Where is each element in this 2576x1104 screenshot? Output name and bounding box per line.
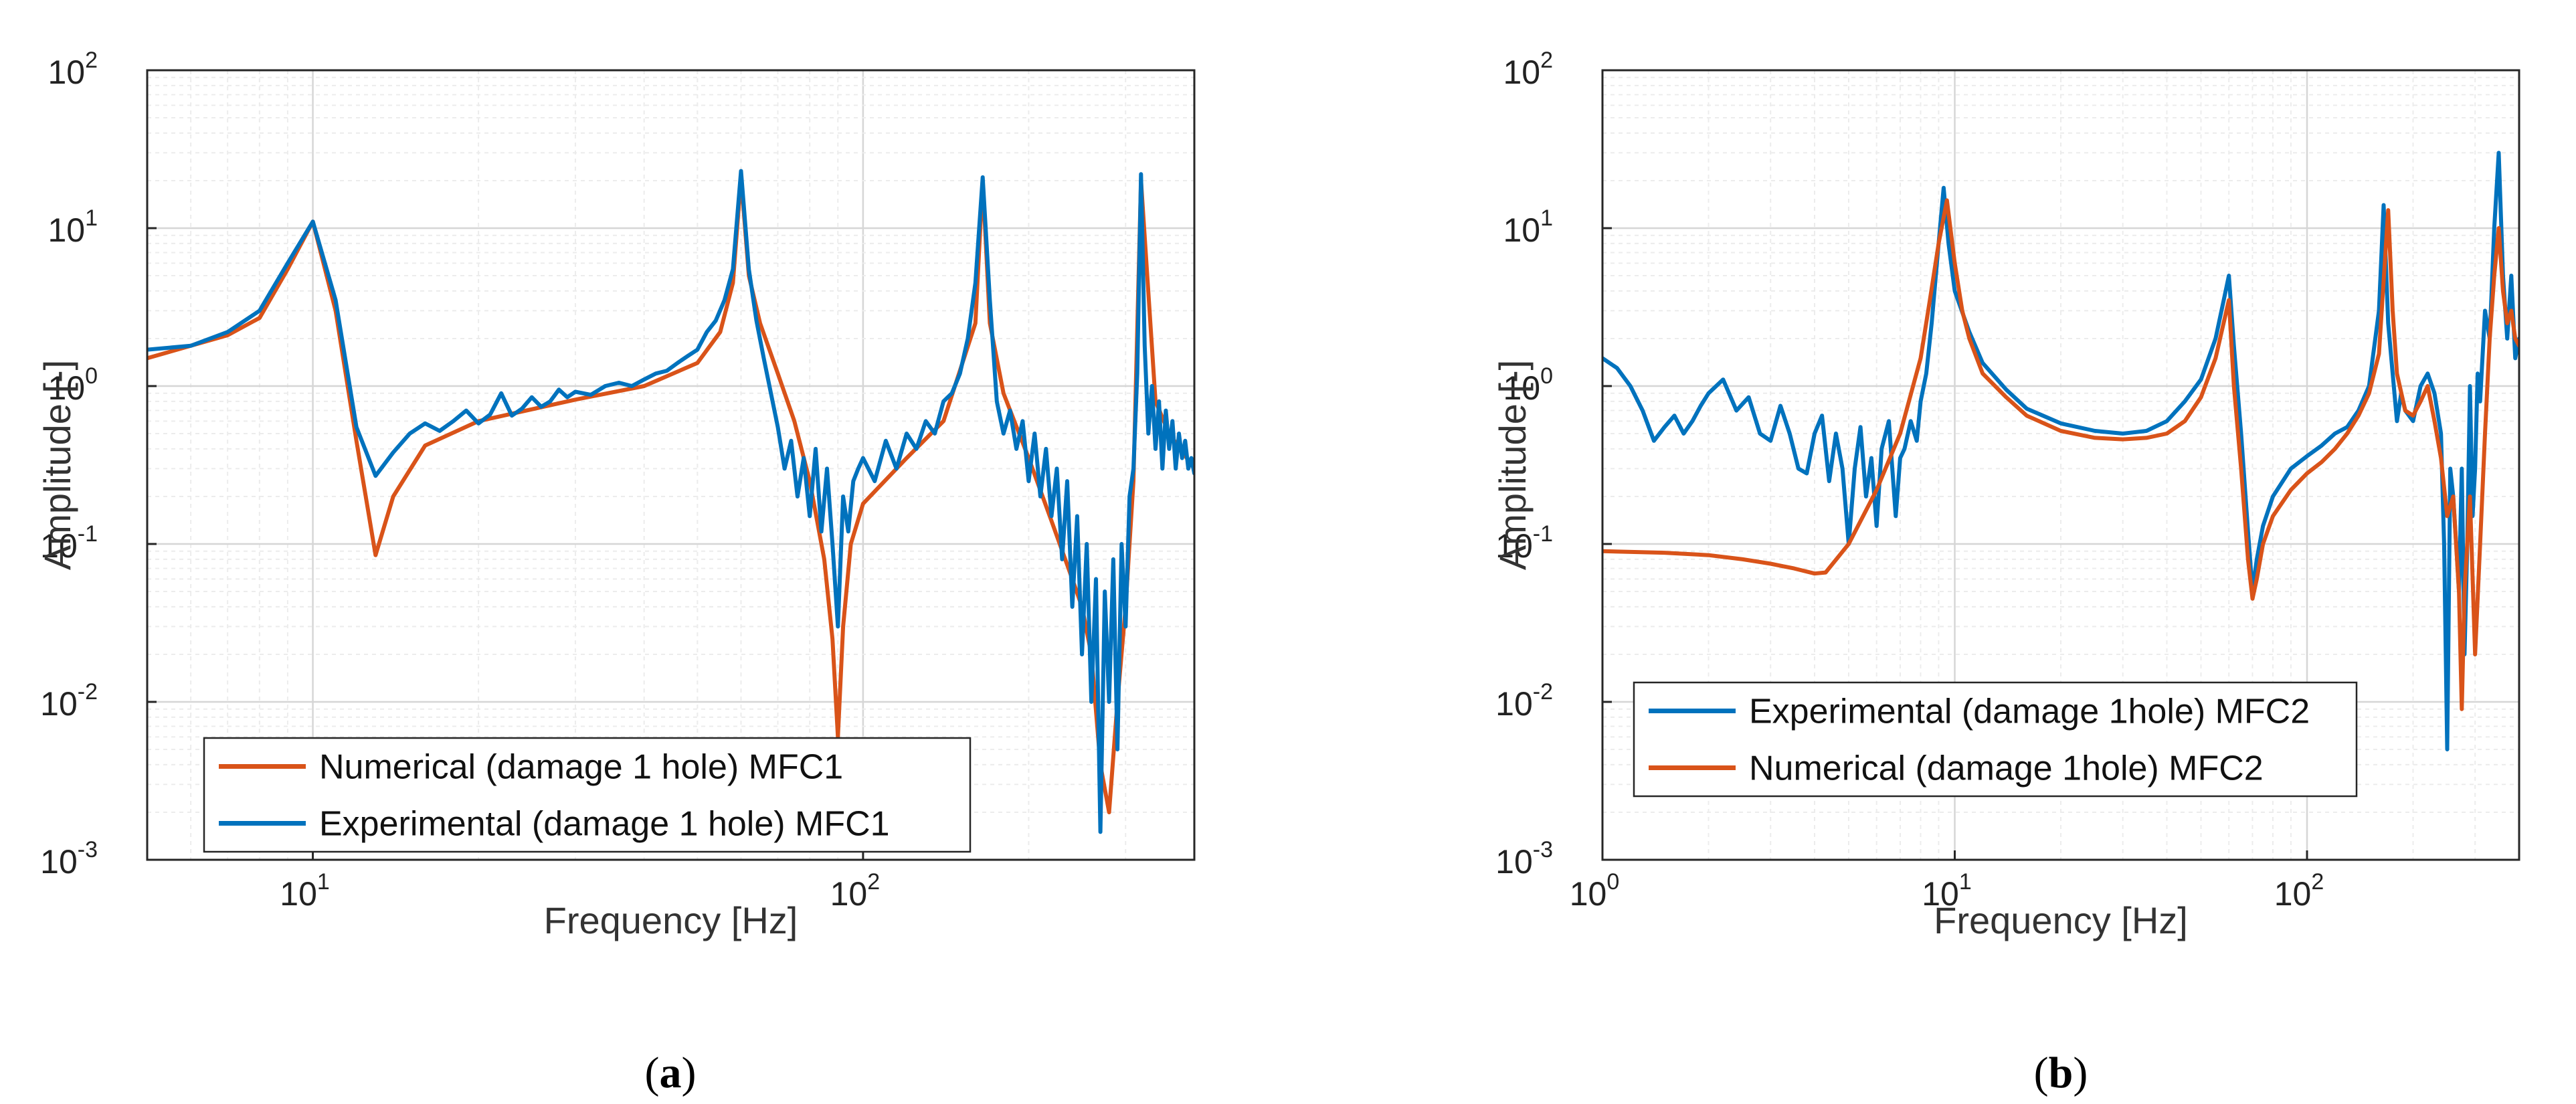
legend-b: Experimental (damage 1hole) MFC2 Numerica… [1633, 681, 2358, 798]
legend-label-a-2: Experimental (damage 1 hole) MFC1 [319, 805, 890, 844]
tick-base: 10 [1503, 211, 1540, 249]
tick-base: 10 [830, 875, 868, 913]
series-line-b-2 [1602, 198, 2519, 711]
y-tick-label: 101 [1503, 205, 1553, 249]
tick-exponent: -2 [78, 679, 98, 705]
tick-base: 10 [1503, 54, 1540, 91]
x-tick-label: 102 [830, 869, 881, 913]
legend-box-a [203, 737, 972, 853]
tick-exponent: 0 [1606, 869, 1619, 895]
series-line-a-2 [147, 169, 1194, 834]
tick-base: 10 [1495, 527, 1533, 565]
x-tick-label: 102 [2274, 869, 2324, 913]
tick-base: 10 [1922, 875, 1959, 913]
x-axis-label-b: Frequency [Hz] [1934, 899, 2188, 941]
y-tick-label: 10-2 [40, 679, 98, 723]
panel-label-a: (a) [645, 1048, 697, 1097]
tick-exponent: 1 [317, 869, 330, 895]
y-axis-label-a: Amplitude [-] [36, 360, 78, 570]
series-group-a [147, 169, 1194, 834]
legend-label-a-1: Numerical (damage 1 hole) MFC1 [319, 748, 843, 787]
tick-exponent: 2 [85, 48, 98, 73]
x-tick-label: 101 [1922, 869, 1972, 913]
series-group-b [1602, 151, 2519, 751]
tick-exponent: 2 [867, 869, 880, 895]
tick-base: 10 [1503, 369, 1540, 407]
y-tick-label: 10-1 [40, 521, 98, 565]
tick-base: 10 [280, 875, 317, 913]
panel-label-b: (b) [2034, 1048, 2088, 1097]
tick-exponent: -3 [1533, 837, 1553, 862]
x-tick-label: 101 [280, 869, 330, 913]
tick-base: 10 [2274, 875, 2312, 913]
tick-base: 10 [40, 843, 78, 881]
tick-base: 10 [1495, 685, 1533, 723]
tick-exponent: -1 [1533, 521, 1553, 547]
tick-exponent: -2 [1533, 679, 1553, 705]
tick-base: 10 [1570, 875, 1607, 913]
tick-exponent: -1 [78, 521, 98, 547]
tick-base: 10 [40, 527, 78, 565]
legend-box-b [1633, 681, 2358, 798]
tick-exponent: 0 [85, 363, 98, 389]
tick-base: 10 [40, 685, 78, 723]
x-axis-label-a: Frequency [Hz] [544, 899, 798, 941]
tick-base: 10 [1495, 843, 1533, 881]
y-tick-label: 101 [48, 205, 98, 249]
y-tick-label: 102 [48, 48, 98, 91]
panel-letter-a: a [660, 1048, 682, 1097]
legend-label-b-1: Experimental (damage 1hole) MFC2 [1749, 693, 2310, 731]
y-axis-label-b: Amplitude [-] [1491, 360, 1534, 570]
y-tick-label: 10-3 [40, 837, 98, 881]
y-tick-label: 100 [1503, 363, 1553, 407]
tick-exponent: 1 [1540, 205, 1553, 231]
tick-base: 10 [48, 369, 85, 407]
plot-area-a [147, 70, 1194, 860]
tick-exponent: 2 [2311, 869, 2324, 895]
legend-a: Numerical (damage 1 hole) MFC1 Experiment… [203, 737, 972, 853]
y-tick-label: 102 [1503, 48, 1553, 91]
panel-letter-b: b [2049, 1048, 2074, 1097]
y-tick-label: 10-1 [1495, 521, 1553, 565]
y-tick-label: 100 [48, 363, 98, 407]
tick-exponent: 0 [1540, 363, 1553, 389]
y-tick-label: 10-3 [1495, 837, 1553, 881]
x-tick-label: 100 [1570, 869, 1620, 913]
tick-base: 10 [48, 211, 85, 249]
tick-base: 10 [48, 54, 85, 91]
axes-frame-b [1601, 69, 2520, 861]
axes-frame-a [146, 69, 1196, 861]
tick-exponent: 2 [1540, 48, 1553, 73]
tick-exponent: 1 [85, 205, 98, 231]
y-tick-label: 10-2 [1495, 679, 1553, 723]
tick-exponent: 1 [1959, 869, 1972, 895]
tick-exponent: -3 [78, 837, 98, 862]
legend-label-b-2: Numerical (damage 1hole) MFC2 [1749, 749, 2264, 788]
